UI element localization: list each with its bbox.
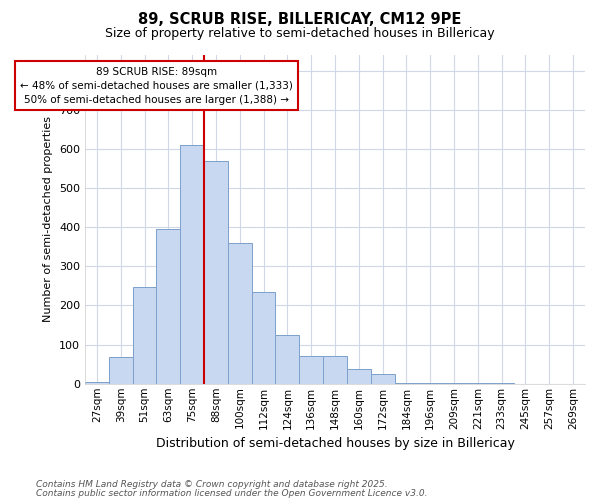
Text: 89 SCRUB RISE: 89sqm
← 48% of semi-detached houses are smaller (1,333)
50% of se: 89 SCRUB RISE: 89sqm ← 48% of semi-detac… <box>20 66 293 104</box>
X-axis label: Distribution of semi-detached houses by size in Billericay: Distribution of semi-detached houses by … <box>155 437 514 450</box>
Bar <box>157 229 180 384</box>
Bar <box>323 356 347 384</box>
Bar <box>299 356 323 384</box>
Bar <box>180 145 204 384</box>
Bar <box>228 243 251 384</box>
Bar <box>109 357 133 384</box>
Text: Contains HM Land Registry data © Crown copyright and database right 2025.: Contains HM Land Registry data © Crown c… <box>36 480 388 489</box>
Text: Contains public sector information licensed under the Open Government Licence v3: Contains public sector information licen… <box>36 488 427 498</box>
Bar <box>347 370 371 384</box>
Bar <box>371 374 395 384</box>
Text: 89, SCRUB RISE, BILLERICAY, CM12 9PE: 89, SCRUB RISE, BILLERICAY, CM12 9PE <box>139 12 461 28</box>
Y-axis label: Number of semi-detached properties: Number of semi-detached properties <box>43 116 53 322</box>
Bar <box>204 160 228 384</box>
Text: Size of property relative to semi-detached houses in Billericay: Size of property relative to semi-detach… <box>105 28 495 40</box>
Bar <box>275 335 299 384</box>
Bar <box>133 286 157 384</box>
Bar <box>251 292 275 384</box>
Bar <box>85 382 109 384</box>
Bar <box>395 383 418 384</box>
